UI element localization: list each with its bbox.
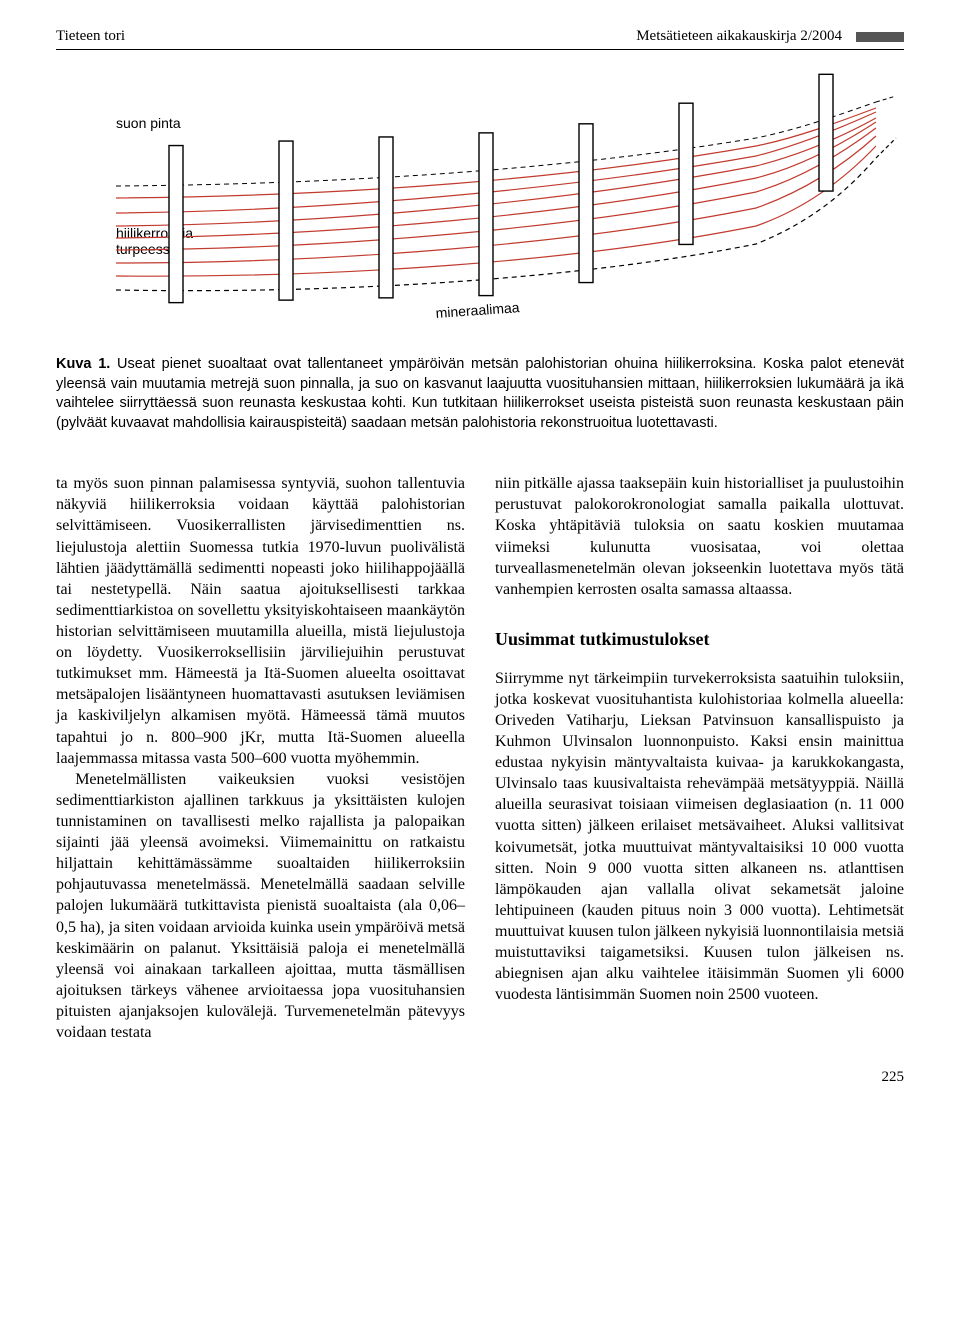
right-p1: niin pitkälle ajassa taaksepäin kuin his… [495, 473, 904, 600]
right-column: niin pitkälle ajassa taaksepäin kuin his… [495, 473, 904, 1043]
core-pillar [819, 74, 833, 191]
mineral-tail [876, 138, 896, 158]
page-number: 225 [56, 1069, 904, 1086]
figure-1: suon pinta hiilikerroksia turpeessa mine… [56, 68, 904, 343]
left-column: ta myös suon pinnan palamisessa syntyviä… [56, 473, 465, 1043]
surface-tail [876, 96, 896, 102]
left-p1: ta myös suon pinnan palamisessa syntyviä… [56, 473, 465, 769]
header-right: Metsätieteen aikakauskirja 2/2004 [636, 28, 842, 45]
core-pillar [279, 141, 293, 300]
figure-caption: Kuva 1. Useat pienet suoaltaat ovat tall… [56, 355, 904, 433]
core-pillar [379, 137, 393, 298]
peat-lines-group [116, 108, 876, 276]
body-columns: ta myös suon pinnan palamisessa syntyviä… [56, 473, 904, 1043]
section-heading: Uusimmat tutkimustulokset [495, 628, 904, 652]
header-left: Tieteen tori [56, 28, 125, 45]
pillars-group [169, 74, 833, 302]
peat-line [116, 146, 876, 276]
peat-line [116, 112, 876, 213]
core-pillar [579, 124, 593, 283]
page-header: Tieteen tori Metsätieteen aikakauskirja … [56, 28, 904, 50]
header-bar-icon [856, 32, 904, 42]
surface-line [116, 102, 876, 186]
label-suon-pinta: suon pinta [116, 115, 181, 131]
peat-line [116, 108, 876, 198]
peat-diagram-svg: suon pinta hiilikerroksia turpeessa mine… [56, 68, 904, 338]
peat-line [116, 128, 876, 250]
caption-text: Useat pienet suoaltaat ovat tallentaneet… [56, 356, 904, 431]
right-p2: Siirrymme nyt tärkeimpiin turvekerroksis… [495, 668, 904, 1006]
caption-lead: Kuva 1. [56, 356, 110, 372]
core-pillar [679, 103, 693, 244]
core-pillar [479, 133, 493, 296]
label-mineraalimaa: mineraalimaa [435, 299, 520, 321]
core-pillar [169, 146, 183, 303]
left-p2: Menetelmällisten vaikeuksien vuoksi vesi… [56, 769, 465, 1043]
